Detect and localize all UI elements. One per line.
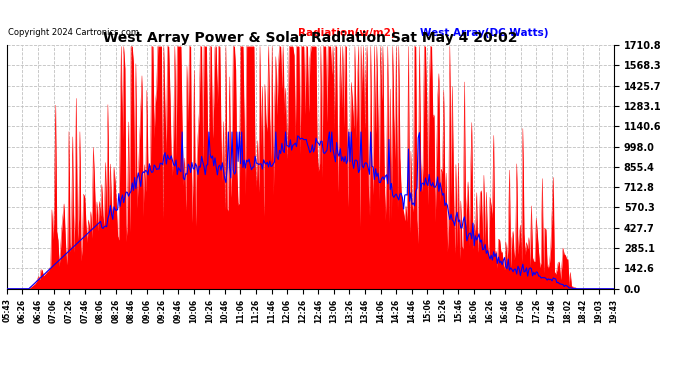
Title: West Array Power & Solar Radiation Sat May 4 20:02: West Array Power & Solar Radiation Sat M… [104,31,518,45]
Text: Copyright 2024 Cartronics.com: Copyright 2024 Cartronics.com [8,28,139,37]
Text: West Array(DC Watts): West Array(DC Watts) [420,28,549,38]
Text: Radiation(w/m2): Radiation(w/m2) [298,28,396,38]
